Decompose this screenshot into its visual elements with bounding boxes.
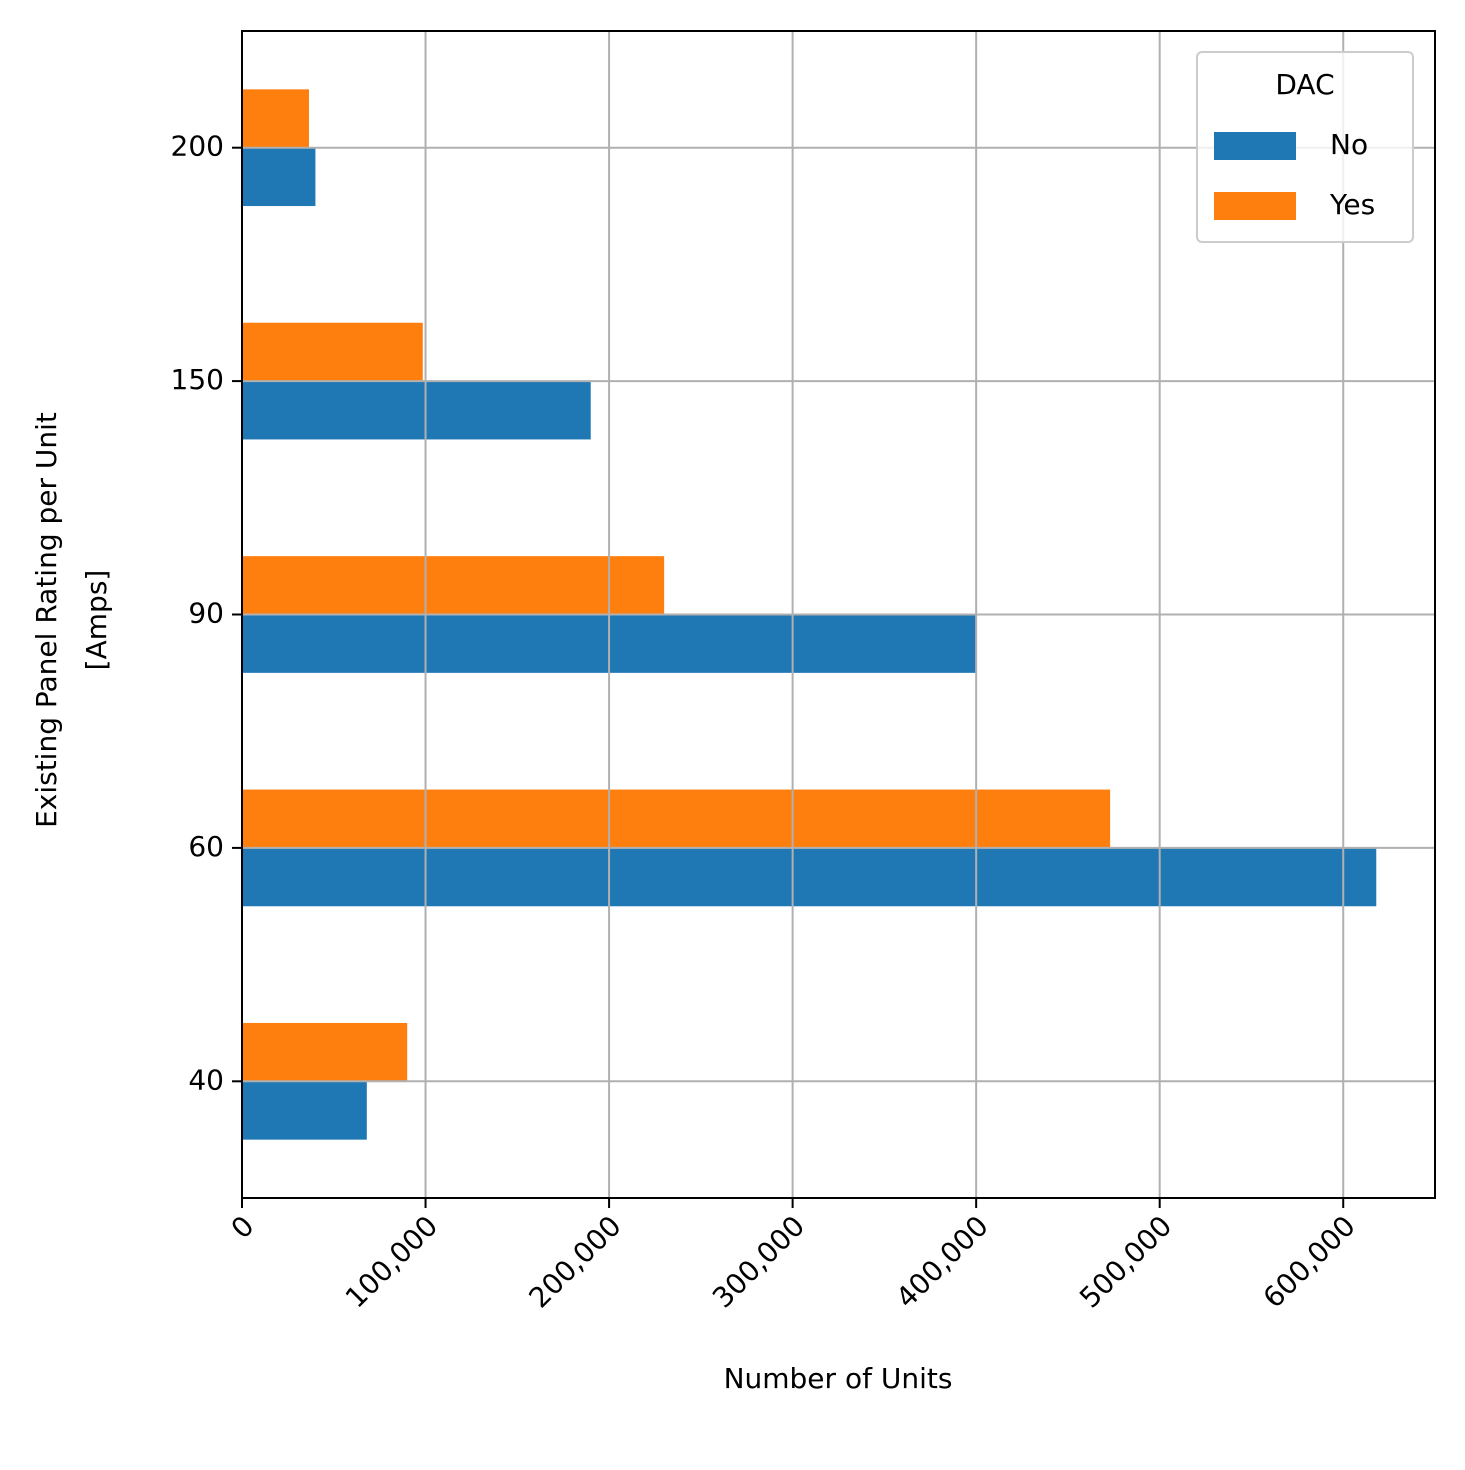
legend-label: Yes bbox=[1329, 188, 1375, 221]
bar bbox=[242, 147, 316, 207]
plot-frame bbox=[241, 30, 1436, 1199]
y-tick-label: 150 bbox=[171, 363, 224, 396]
x-tick-label: 600,000 bbox=[1257, 1209, 1362, 1314]
y-tick-label: 90 bbox=[188, 597, 224, 630]
bar bbox=[242, 322, 423, 382]
x-tick-label: 300,000 bbox=[706, 1209, 811, 1314]
legend: DAC No Yes bbox=[1196, 51, 1414, 243]
y-tick-label: 200 bbox=[171, 130, 224, 163]
bar bbox=[242, 381, 591, 440]
legend-title: DAC bbox=[1275, 68, 1334, 101]
x-tick-label: 0 bbox=[225, 1209, 261, 1245]
legend-label: No bbox=[1330, 128, 1368, 161]
bar bbox=[242, 789, 1111, 848]
x-tick-label: 100,000 bbox=[339, 1209, 444, 1314]
legend-swatch bbox=[1214, 132, 1296, 160]
bar bbox=[242, 89, 309, 148]
x-tick-label: 500,000 bbox=[1073, 1209, 1178, 1314]
y-tick-label: 40 bbox=[188, 1063, 224, 1096]
x-tick-label: 200,000 bbox=[522, 1209, 627, 1314]
y-axis-label: Existing Panel Rating per Unit [Amps] bbox=[30, 412, 113, 828]
y-axis-label-line: Existing Panel Rating per Unit bbox=[30, 412, 63, 828]
y-tick-label: 60 bbox=[188, 830, 224, 863]
legend-swatch bbox=[1214, 192, 1296, 220]
bar bbox=[242, 1022, 408, 1082]
bar bbox=[242, 1081, 367, 1140]
bar bbox=[242, 847, 1377, 907]
y-axis-label-line: [Amps] bbox=[80, 570, 113, 671]
bar bbox=[242, 556, 665, 615]
x-axis-label: Number of Units bbox=[724, 1362, 953, 1395]
x-tick-label: 400,000 bbox=[890, 1209, 995, 1314]
